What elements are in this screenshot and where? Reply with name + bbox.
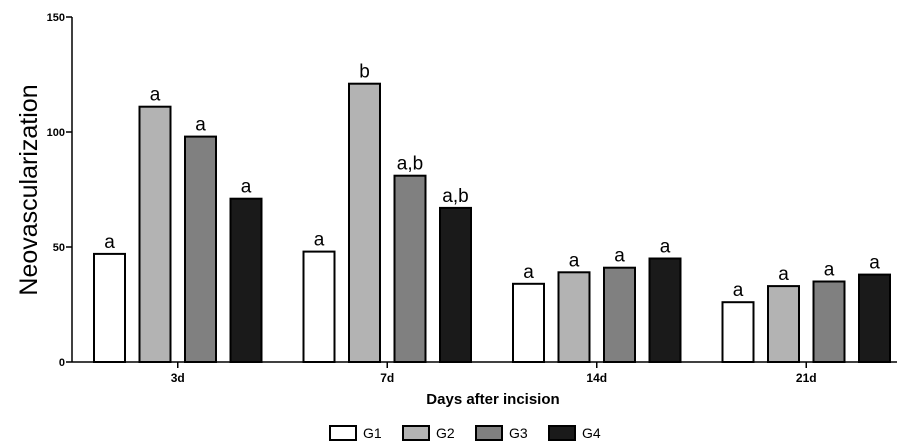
legend-label-g4: G4 (582, 425, 601, 441)
data-label: a (195, 115, 206, 136)
data-label: a (150, 85, 161, 106)
legend-swatch-g3 (475, 425, 503, 441)
y-tick-label: 100 (47, 127, 65, 139)
x-tick-label: 14d (586, 371, 607, 385)
bar-g3-3d (184, 135, 217, 363)
bar-g4-3d (229, 197, 263, 363)
data-label: a,b (442, 186, 468, 207)
x-tick-label: 7d (380, 371, 394, 385)
bar-g1-14d (512, 282, 545, 363)
y-axis: 0 50 100 150 (47, 12, 73, 369)
y-tick-label: 50 (53, 242, 65, 254)
data-label: a (869, 253, 880, 274)
data-label: a (523, 262, 534, 283)
bar-g2-3d (138, 105, 172, 363)
x-tick-label: 3d (171, 371, 185, 385)
bar-g1-7d (302, 250, 336, 364)
y-axis-title: Neovascularization (15, 84, 43, 295)
data-label: a (314, 230, 325, 251)
data-label: a (824, 260, 835, 281)
bar-g4-7d (439, 206, 472, 363)
data-label: a (778, 264, 789, 285)
data-label: a (614, 246, 625, 267)
bar-g4-14d (648, 257, 682, 363)
legend-swatch-g1 (329, 425, 357, 441)
bar-g1-21d (721, 301, 755, 364)
data-label: a (104, 232, 115, 253)
y-tick-label: 0 (59, 357, 65, 369)
x-axis-title: Days after incision (426, 391, 559, 408)
bar-g2-7d (348, 82, 381, 363)
data-labels-group: a a a a a b a,b a,b a a a a a a a a (104, 62, 880, 302)
data-label: a (733, 280, 744, 301)
data-label: a (241, 177, 252, 198)
bar-g2-14d (557, 271, 591, 363)
x-tick-label: 21d (796, 371, 817, 385)
plot-area: a a a a a b a,b a,b a a a a a a a a 0 50 100 150 3d 7d 14d 21… (47, 12, 897, 385)
legend: G1 G2 G3 G4 (329, 425, 601, 441)
bars-group (93, 82, 891, 364)
legend-label-g3: G3 (509, 425, 528, 441)
data-label: a (569, 250, 580, 271)
legend-swatch-g2 (402, 425, 430, 441)
bar-g3-7d (393, 174, 427, 363)
bar-g1-3d (93, 252, 126, 363)
legend-swatch-g4 (548, 425, 576, 441)
y-tick-label: 150 (47, 12, 65, 24)
data-label: a (660, 237, 671, 258)
bar-g4-21d (858, 273, 891, 364)
x-axis: 3d 7d 14d 21d (72, 361, 897, 385)
bar-g2-21d (767, 285, 800, 364)
bar-g3-14d (603, 266, 636, 364)
data-label: a,b (397, 154, 423, 175)
legend-label-g2: G2 (436, 425, 455, 441)
legend-label-g1: G1 (363, 425, 382, 441)
data-label: b (359, 62, 370, 83)
bar-g3-21d (812, 280, 846, 363)
